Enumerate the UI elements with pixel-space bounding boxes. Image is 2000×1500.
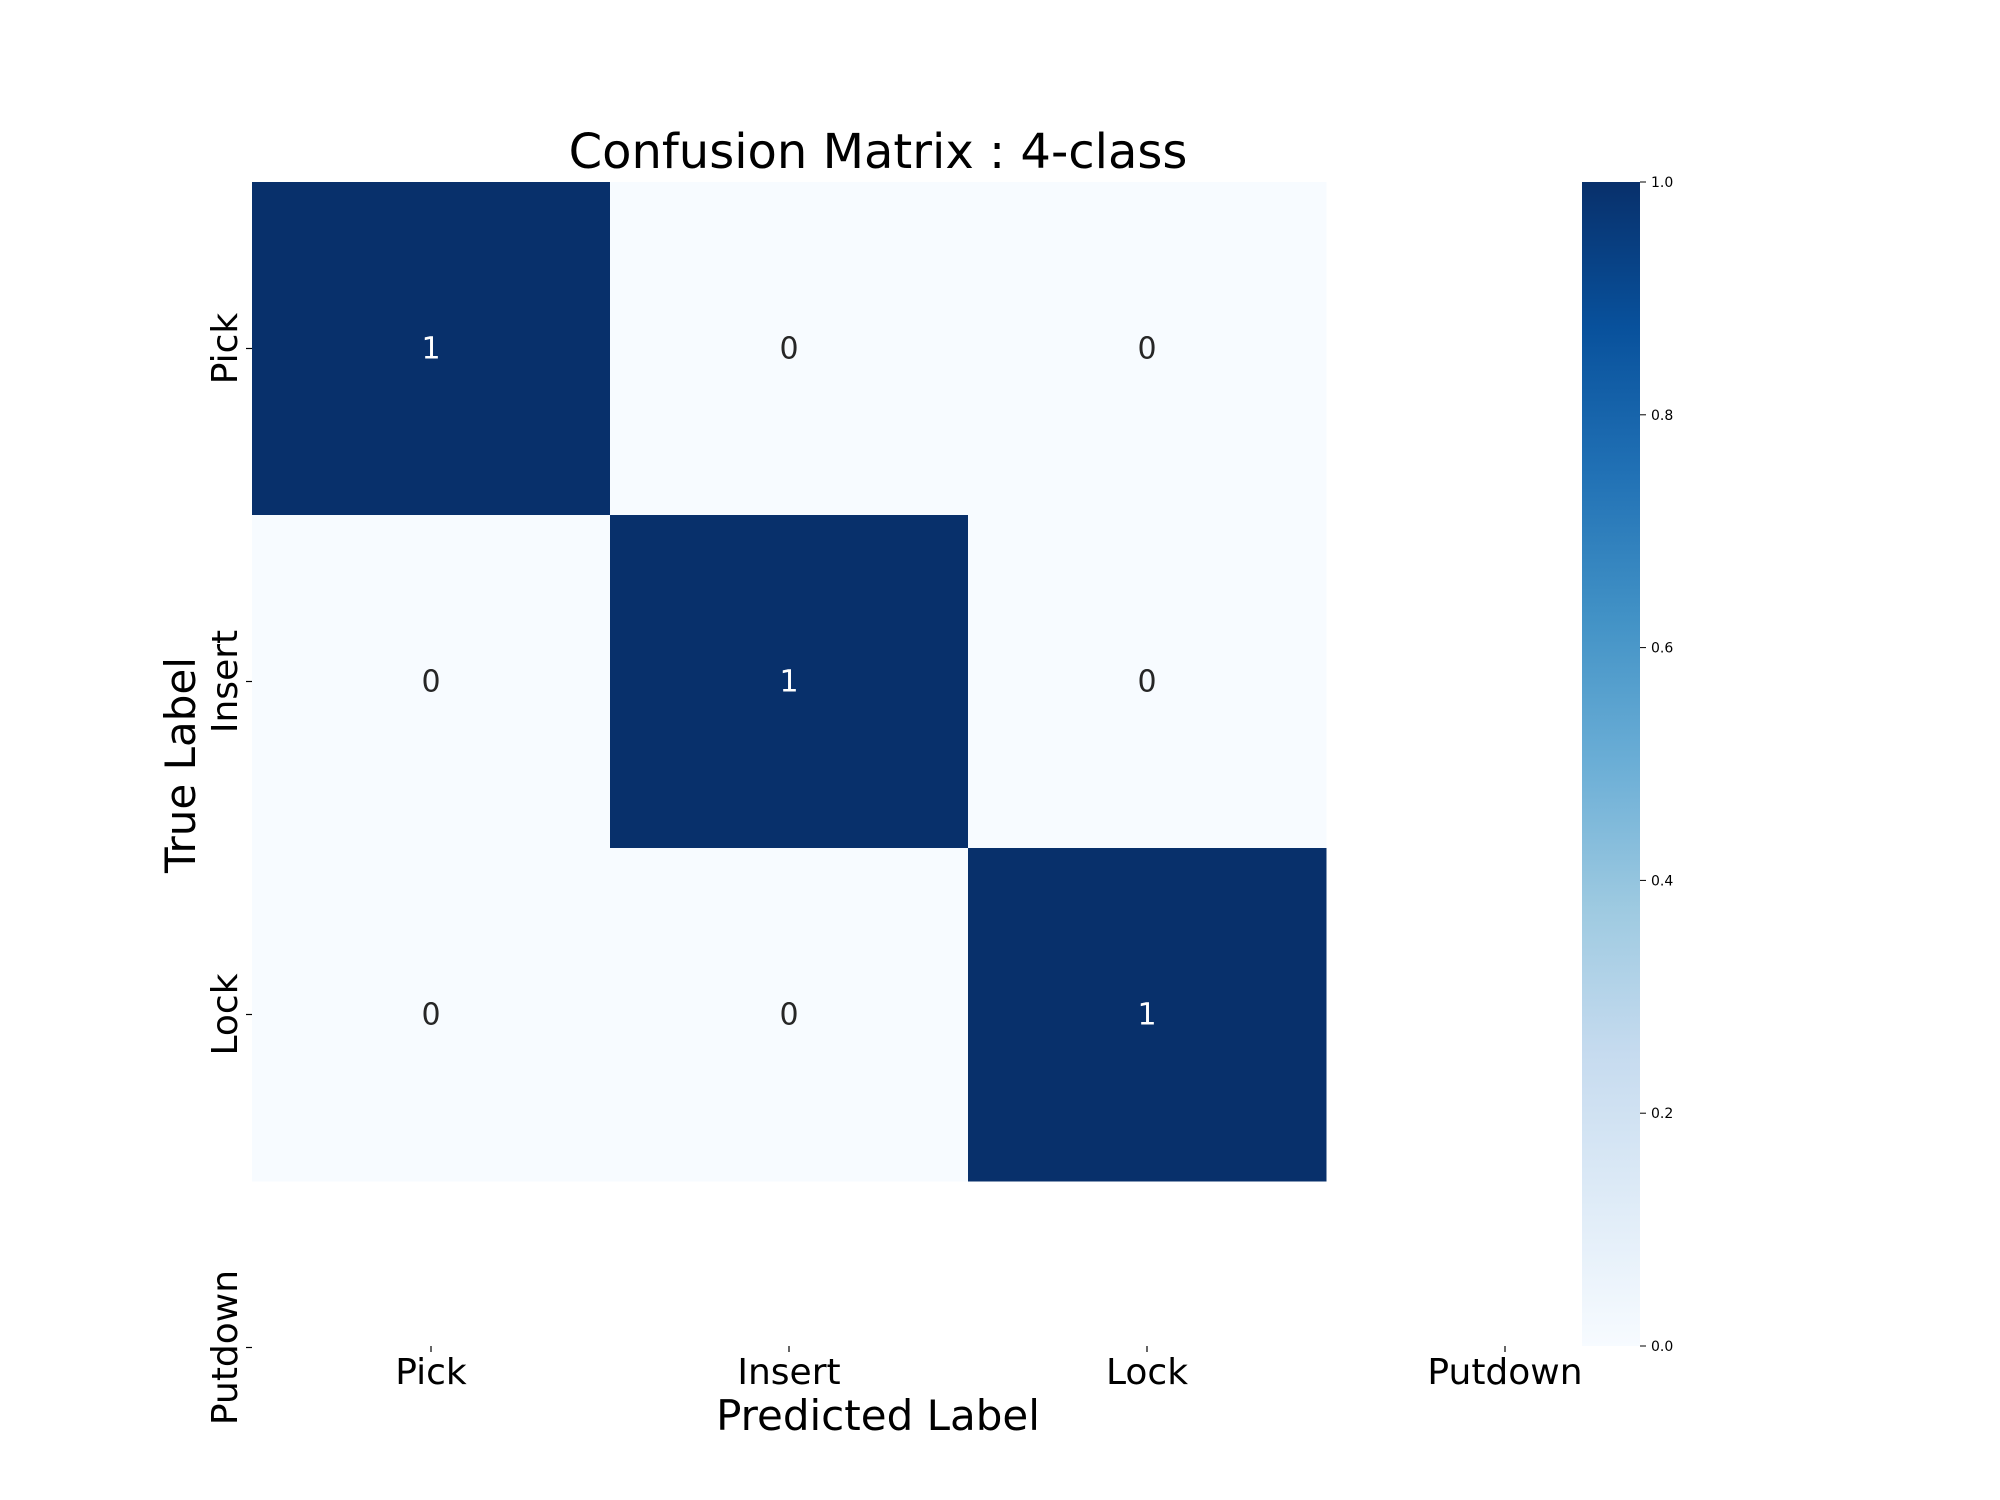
chart-title: Confusion Matrix : 4-class [569, 124, 1188, 180]
colorbar-ticks: 0.0 0.2 0.4 0.6 0.8 1.0 [1640, 175, 1673, 1355]
cell-value: 0 [779, 998, 798, 1033]
colorbar-tick-label: 0.0 [1651, 1339, 1673, 1355]
heatmap-cell [610, 848, 969, 1182]
cell-value: 1 [779, 665, 798, 700]
heatmap-cell [252, 515, 611, 849]
cell-value: 1 [1137, 998, 1156, 1033]
x-tick-label: Lock [1106, 1352, 1188, 1393]
cell-value: 0 [421, 665, 440, 700]
colorbar-tick-label: 0.8 [1651, 408, 1673, 424]
colorbar-tick-label: 0.4 [1651, 873, 1673, 889]
cell-value: 0 [779, 332, 798, 367]
colorbar-tick-label: 1.0 [1651, 175, 1673, 191]
heatmap-cell [252, 848, 611, 1182]
colorbar-tick-label: 0.2 [1651, 1106, 1673, 1122]
x-tick-label: Insert [737, 1352, 840, 1393]
heatmap-cell [968, 182, 1327, 516]
heatmap-cell [610, 182, 969, 516]
y-tick-label: Insert [205, 630, 246, 733]
cell-value: 1 [421, 332, 440, 367]
x-tick-label: Putdown [1427, 1352, 1582, 1393]
heatmap-cell [252, 182, 611, 516]
colorbar-tick-label: 0.6 [1651, 641, 1673, 657]
heatmap-cell [610, 515, 969, 849]
heatmap-cell [968, 848, 1327, 1182]
cell-value: 0 [1137, 665, 1156, 700]
x-tick-label: Pick [395, 1352, 467, 1393]
heatmap-cells [252, 182, 1327, 1182]
cell-value: 0 [421, 998, 440, 1033]
cell-annotations: 1 0 0 0 1 0 0 0 1 [421, 332, 1156, 1033]
y-axis-label: True Label [156, 657, 205, 874]
colorbar [1582, 182, 1640, 1346]
cell-value: 0 [1137, 332, 1156, 367]
heatmap-cell [968, 515, 1327, 849]
y-tick-label: Putdown [205, 1270, 246, 1425]
y-axis-ticks: Pick Insert Lock Putdown [205, 313, 252, 1425]
y-tick-label: Lock [205, 973, 246, 1055]
x-axis-label: Predicted Label [716, 1391, 1040, 1440]
x-axis-ticks: Pick Insert Lock Putdown [395, 1346, 1583, 1393]
y-tick-label: Pick [205, 313, 246, 385]
